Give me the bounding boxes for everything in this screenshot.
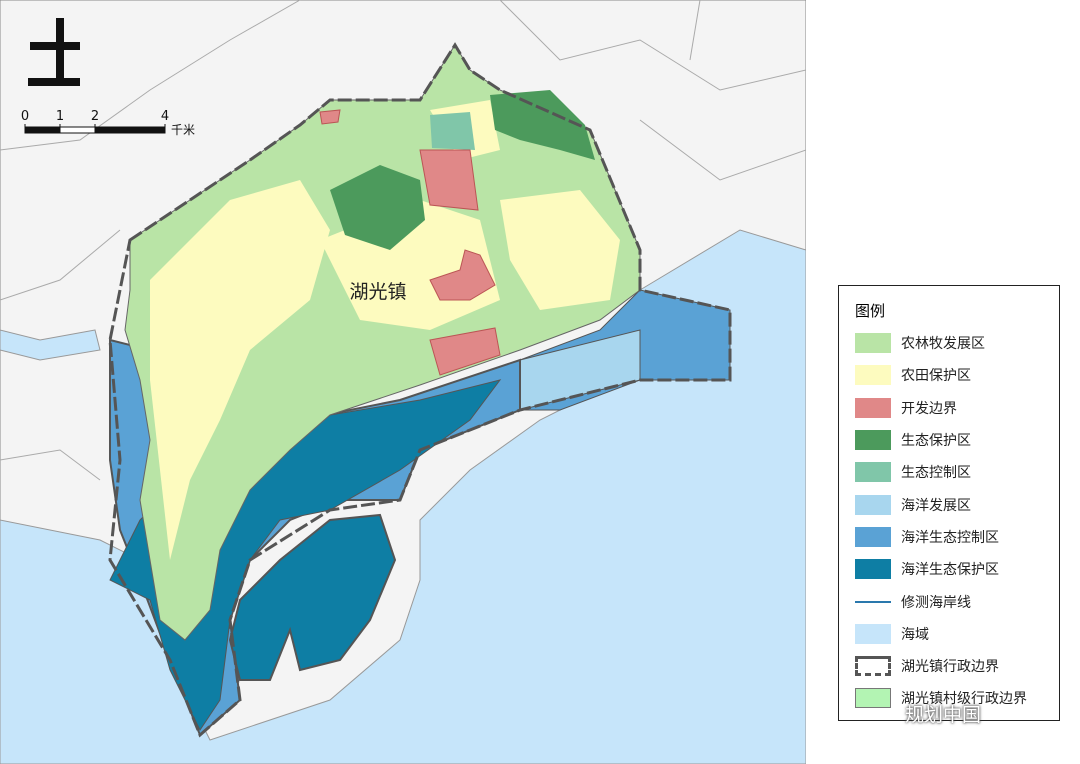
scale-tick-label: 2: [91, 109, 99, 124]
eco-protection-north: [490, 90, 595, 160]
legend-label: 农田保护区: [901, 368, 971, 385]
legend-swatch: [855, 430, 891, 451]
scale-bar-segment: [25, 127, 60, 133]
legend-swatch: [855, 333, 891, 354]
eco-control: [430, 112, 475, 150]
legend-swatch: [855, 494, 891, 515]
estuary: [0, 329, 101, 361]
legend-swatch: [855, 365, 891, 386]
scale-bar: 0 1 2 4千米: [21, 109, 195, 137]
legend-item: 农林牧发展区: [855, 327, 1059, 359]
watermark: 规划中国: [905, 704, 982, 726]
legend-label: 海洋发展区: [901, 497, 971, 514]
legend-label: 海洋生态保护区: [901, 562, 999, 579]
sea-area: [0, 229, 806, 764]
scale-tick-label: 0: [21, 109, 29, 124]
legend-item: 海洋生态保护区: [855, 553, 1059, 585]
town-label: 湖光镇: [349, 281, 406, 303]
town-boundary: [108, 42, 732, 738]
legend-item: 湖光镇村级行政边界: [855, 682, 1059, 714]
legend-label: 湖光镇村级行政边界: [901, 691, 1027, 708]
island: [228, 513, 397, 681]
legend-swatch: [855, 688, 891, 709]
development-boundary: [319, 109, 501, 376]
legend-swatch: [855, 526, 891, 547]
legend-swatch: [855, 591, 891, 612]
legend-swatch: [855, 462, 891, 483]
legend-swatch: [855, 656, 891, 677]
legend-item: 海洋生态控制区: [855, 521, 1059, 553]
scale-bar-segment: [95, 127, 165, 133]
scale-tick-label: 1: [56, 109, 64, 124]
legend-label: 海域: [901, 626, 929, 643]
eco-protection: [330, 165, 425, 250]
legend-swatch: [855, 397, 891, 418]
map: 湖光镇 0 1 2 4千米: [0, 0, 806, 764]
legend-item: 修测海岸线: [855, 585, 1059, 617]
legend-item: 生态控制区: [855, 456, 1059, 488]
legend-swatch: [855, 623, 891, 644]
legend-item: 开发边界: [855, 392, 1059, 424]
north-arrow: [28, 18, 80, 86]
legend-swatch: [855, 559, 891, 580]
legend-item: 海域: [855, 618, 1059, 650]
legend-label: 生态控制区: [901, 465, 971, 482]
legend: 图例 农林牧发展区 农田保护区开发边界生态保护区生态控制区海洋发展区海洋生态控制区…: [838, 285, 1060, 721]
legend-items: 农林牧发展区 农田保护区开发边界生态保护区生态控制区海洋发展区海洋生态控制区 海洋生…: [855, 327, 1059, 715]
scale-unit: 千米: [171, 123, 195, 137]
legend-label: 海洋生态控制区: [901, 529, 999, 546]
legend-label: 农林牧发展区: [901, 336, 985, 353]
legend-label: 开发边界: [901, 400, 957, 417]
scale-tick-label: 4: [161, 109, 169, 124]
legend-label: 生态保护区: [901, 433, 971, 450]
legend-label: 修测海岸线: [901, 594, 971, 611]
legend-item: 农田保护区: [855, 359, 1059, 391]
legend-item: 湖光镇行政边界: [855, 650, 1059, 682]
legend-item: 生态保护区: [855, 424, 1059, 456]
legend-label: 湖光镇行政边界: [901, 659, 999, 676]
legend-item: 海洋发展区: [855, 488, 1059, 520]
legend-title: 图例: [855, 302, 886, 320]
